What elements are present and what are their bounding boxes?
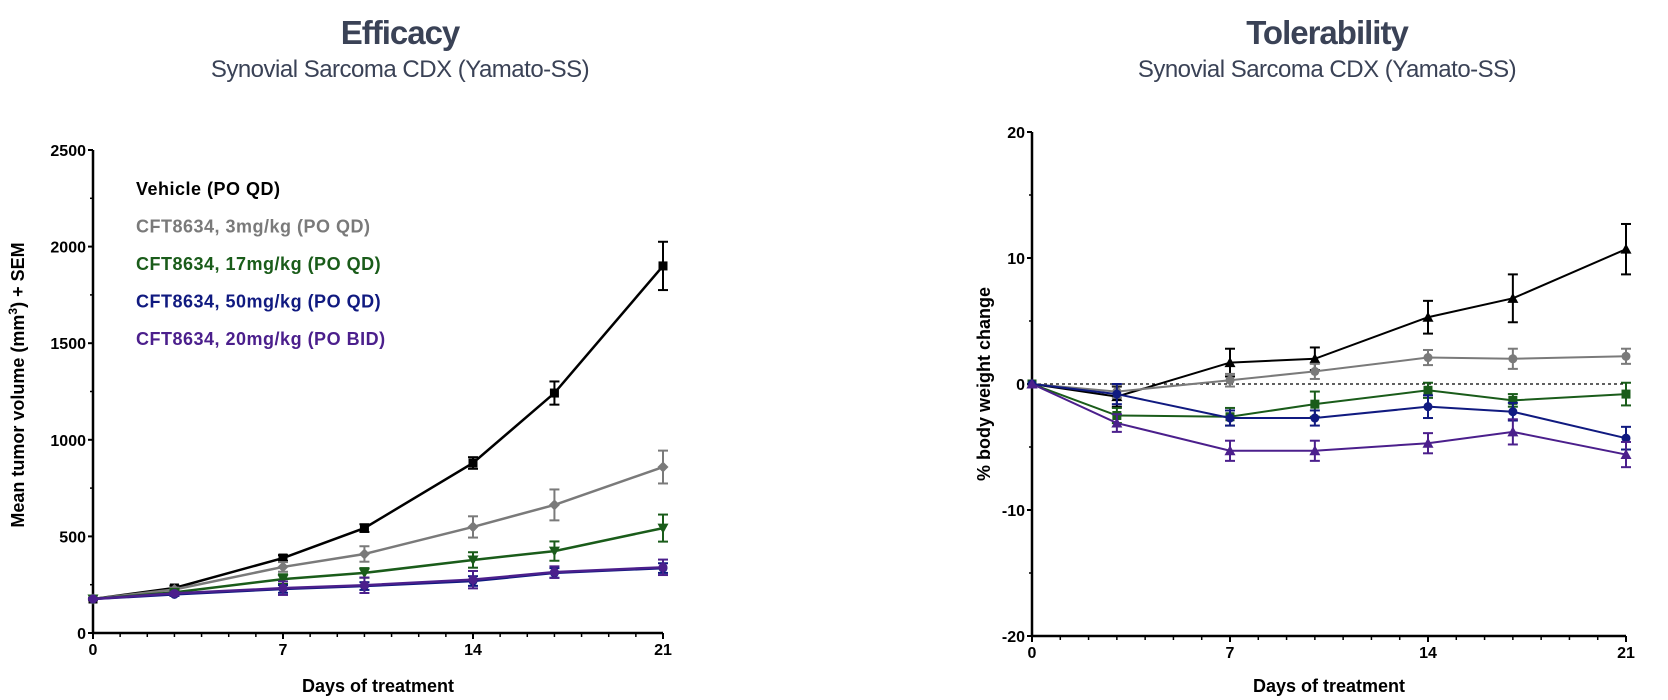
x-tick-label: 21 <box>1617 645 1635 662</box>
series-line <box>92 465 664 601</box>
y-tick-label: -10 <box>1002 503 1025 520</box>
y-tick-label: 1000 <box>50 433 86 450</box>
tolerability-x-axis-title: Days of treatment <box>1253 676 1405 696</box>
tolerability-y-axis-title: % body weight change <box>974 287 994 481</box>
data-point <box>1112 389 1122 399</box>
data-point <box>1508 354 1518 364</box>
legend-entry: CFT8634, 17mg/kg (PO QD) <box>136 254 381 274</box>
data-point <box>358 548 370 560</box>
legend-entry: CFT8634, 3mg/kg (PO QD) <box>136 217 371 237</box>
data-point <box>1309 445 1321 456</box>
x-tick-label: 0 <box>1028 645 1037 662</box>
tolerability-title: Tolerability <box>1246 14 1409 51</box>
data-point <box>1224 357 1236 368</box>
x-tick-label: 14 <box>464 642 482 659</box>
data-point <box>1621 433 1631 443</box>
data-point <box>658 261 668 271</box>
data-point <box>658 562 668 572</box>
y-tick-label: 10 <box>1007 251 1025 268</box>
series-3 <box>1027 379 1631 451</box>
data-point <box>88 594 98 604</box>
data-point <box>278 583 288 593</box>
y-tick-label: 0 <box>77 626 86 643</box>
data-point <box>1507 426 1519 437</box>
data-point <box>468 575 478 585</box>
data-point <box>1310 413 1320 423</box>
series-4 <box>1026 378 1632 469</box>
data-point <box>1310 399 1320 409</box>
data-point <box>1225 375 1235 385</box>
efficacy-y-axis-title: Mean tumor volume (mm3) + SEM <box>6 242 28 527</box>
data-point <box>277 574 289 585</box>
legend-entry: CFT8634, 20mg/kg (PO BID) <box>136 329 386 349</box>
data-point <box>169 588 179 598</box>
data-point <box>549 388 559 398</box>
data-point <box>359 580 369 590</box>
data-point <box>657 523 669 534</box>
data-point <box>1508 395 1518 405</box>
series-1 <box>87 449 669 605</box>
data-point <box>549 567 559 577</box>
data-point <box>548 499 560 511</box>
data-point <box>1423 402 1433 412</box>
data-point <box>467 521 479 533</box>
data-point <box>467 555 479 566</box>
data-point <box>359 523 369 533</box>
data-point <box>1621 389 1631 399</box>
data-point <box>1225 413 1235 423</box>
series-4 <box>88 558 668 604</box>
data-point <box>657 461 669 473</box>
data-point <box>1423 353 1433 363</box>
data-point <box>1422 311 1434 322</box>
data-point <box>1508 407 1518 417</box>
x-tick-label: 7 <box>1226 645 1235 662</box>
data-point <box>1309 353 1321 364</box>
data-point <box>1620 243 1632 254</box>
data-point <box>1423 385 1433 395</box>
efficacy-title: Efficacy <box>340 14 461 51</box>
legend-entry: Vehicle (PO QD) <box>136 179 281 199</box>
data-point <box>278 553 288 563</box>
data-point <box>358 568 370 579</box>
data-point <box>1507 292 1519 303</box>
y-tick-label: 2500 <box>50 143 86 160</box>
data-point <box>1026 378 1038 389</box>
data-point <box>1620 449 1632 460</box>
data-point <box>548 546 560 557</box>
data-point <box>1111 417 1123 428</box>
x-tick-label: 7 <box>279 642 288 659</box>
efficacy-chart: 0 7 14 21 0 500 1000 1500 2000 2500 Vehicle (PO QD… <box>50 143 672 659</box>
y-tick-label: 2000 <box>50 240 86 257</box>
y-tick-label: -20 <box>1002 629 1025 646</box>
data-point <box>1224 445 1236 456</box>
data-point <box>1310 366 1320 376</box>
data-point <box>468 458 478 468</box>
tolerability-chart: 0 7 14 21 -20 -10 0 10 20 <box>1002 125 1635 662</box>
y-tick-label: 1500 <box>50 336 86 353</box>
data-point <box>1621 351 1631 361</box>
y-tick-label: 0 <box>1016 377 1025 394</box>
series-0 <box>1026 222 1632 408</box>
series-line <box>1031 248 1627 398</box>
x-tick-label: 21 <box>654 642 672 659</box>
efficacy-x-axis-title: Days of treatment <box>302 676 454 696</box>
series-line <box>92 265 664 601</box>
data-point <box>277 561 289 573</box>
data-point <box>1422 437 1434 448</box>
y-tick-label: 20 <box>1007 125 1025 142</box>
tolerability-subtitle: Synovial Sarcoma CDX (Yamato-SS) <box>1137 56 1517 83</box>
y-tick-label: 500 <box>59 529 86 546</box>
legend-entry: CFT8634, 50mg/kg (PO QD) <box>136 292 381 312</box>
efficacy-subtitle: Synovial Sarcoma CDX (Yamato-SS) <box>210 56 590 83</box>
x-tick-label: 0 <box>89 642 98 659</box>
x-tick-label: 14 <box>1419 645 1437 662</box>
